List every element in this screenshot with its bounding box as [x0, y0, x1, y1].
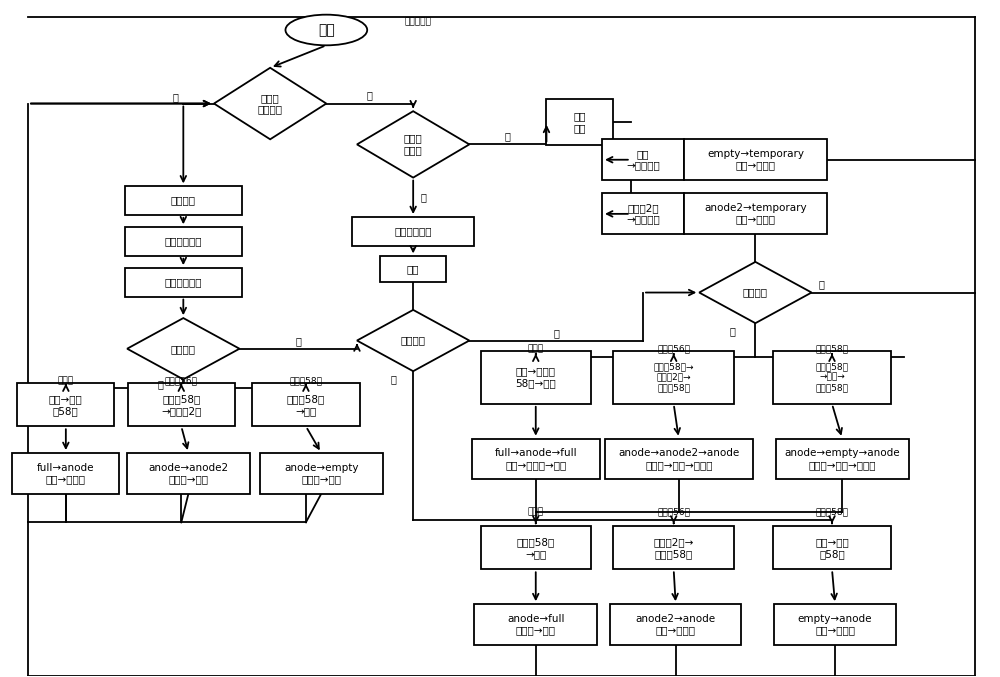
Text: 阳极板56块: 阳极板56块 — [165, 376, 198, 385]
Text: anode→empty
深蓝色→无色: anode→empty 深蓝色→无色 — [284, 462, 358, 484]
Bar — [776, 439, 909, 479]
Text: 阳极板58块
→空槽: 阳极板58块 →空槽 — [287, 394, 325, 416]
Text: 负载类型选择: 负载类型选择 — [165, 278, 202, 287]
Text: 阳极板58块: 阳极板58块 — [289, 376, 322, 385]
Text: 否: 否 — [505, 131, 511, 141]
Text: 否: 否 — [553, 328, 559, 338]
Text: 阳极板58块
→空槽→
阳极板58块: 阳极板58块 →空槽→ 阳极板58块 — [816, 362, 849, 392]
Text: full→anode→full
红色→深蓝色→红色: full→anode→full 红色→深蓝色→红色 — [494, 448, 577, 470]
Text: 人工
校正: 人工 校正 — [573, 111, 586, 133]
Text: empty→temporary
无色→深绿色: empty→temporary 无色→深绿色 — [707, 149, 804, 171]
Text: 阳极板58块
→阳极板2块: 阳极板58块 →阳极板2块 — [161, 394, 201, 416]
Bar — [127, 453, 250, 494]
Text: 只装槽？: 只装槽？ — [401, 336, 426, 345]
Bar — [260, 453, 383, 494]
Text: 否: 否 — [367, 90, 373, 100]
Polygon shape — [214, 68, 326, 139]
Text: empty→anode
无色→深蓝色: empty→anode 无色→深蓝色 — [798, 614, 872, 635]
Text: 阳极板58块
→满槽: 阳极板58块 →满槽 — [517, 537, 555, 559]
Text: 阳极板56块: 阳极板56块 — [657, 344, 690, 353]
Bar — [481, 351, 591, 404]
Text: 阳极板58块→
阳极板2块→
阳极板58块: 阳极板58块→ 阳极板2块→ 阳极板58块 — [653, 362, 694, 392]
Bar — [474, 604, 597, 645]
Text: anode2→temporary
黄色→深绿色: anode2→temporary 黄色→深绿色 — [704, 203, 807, 225]
Text: 只出槽？: 只出槽？ — [171, 344, 196, 353]
Text: 阳极板2块
→临时阴极: 阳极板2块 →临时阴极 — [626, 203, 660, 225]
Bar — [352, 217, 474, 246]
Text: 是: 是 — [172, 93, 178, 102]
Bar — [472, 439, 600, 479]
Text: 电解槽
通电？: 电解槽 通电？ — [404, 133, 423, 155]
Bar — [12, 453, 119, 494]
Bar — [125, 186, 242, 215]
Bar — [252, 383, 360, 427]
Text: 是: 是 — [730, 326, 736, 336]
Text: 是: 是 — [158, 380, 164, 389]
Bar — [125, 227, 242, 256]
Polygon shape — [127, 318, 240, 379]
Text: 是: 是 — [420, 192, 426, 202]
Text: 否: 否 — [295, 336, 301, 347]
Text: 阳极板58块: 阳极板58块 — [816, 344, 849, 353]
Bar — [684, 139, 827, 180]
Text: 行车初始化: 行车初始化 — [405, 18, 432, 26]
Polygon shape — [357, 310, 469, 371]
Bar — [380, 257, 446, 282]
Polygon shape — [699, 262, 812, 323]
Text: 阴极板: 阴极板 — [528, 508, 544, 517]
Text: 满槽→阳极
板58块: 满槽→阳极 板58块 — [49, 394, 83, 416]
Text: 阴极板: 阴极板 — [528, 344, 544, 353]
Bar — [602, 194, 684, 234]
Bar — [602, 139, 684, 180]
Text: 空槽
→临时阴极: 空槽 →临时阴极 — [626, 149, 660, 171]
Text: 阴极板: 阴极板 — [58, 376, 74, 385]
Bar — [773, 527, 891, 569]
Text: 是: 是 — [391, 374, 397, 385]
Text: anode→empty→anode
深蓝色→无色→深蓝色: anode→empty→anode 深蓝色→无色→深蓝色 — [784, 448, 900, 470]
Text: anode→anode2
深蓝色→黄色: anode→anode2 深蓝色→黄色 — [148, 462, 228, 484]
Text: anode→full
深蓝色→红色: anode→full 深蓝色→红色 — [507, 614, 565, 635]
Text: full→anode
红色→深蓝色: full→anode 红色→深蓝色 — [37, 462, 95, 484]
Polygon shape — [357, 111, 469, 177]
Text: 红色: 红色 — [407, 264, 419, 274]
Bar — [546, 99, 613, 145]
Bar — [605, 439, 753, 479]
Bar — [17, 383, 114, 427]
Text: 否: 否 — [819, 280, 825, 289]
Text: 空槽→阳极
板58块: 空槽→阳极 板58块 — [815, 537, 849, 559]
Text: 置为满槽状态: 置为满槽状态 — [394, 226, 432, 236]
Text: anode→anode2→anode
深蓝色→黄色→深蓝色: anode→anode2→anode 深蓝色→黄色→深蓝色 — [618, 448, 739, 470]
Bar — [774, 604, 896, 645]
Text: 槽号选择: 槽号选择 — [171, 196, 196, 206]
Bar — [684, 194, 827, 234]
Bar — [613, 527, 734, 569]
Text: 开始: 开始 — [318, 23, 335, 37]
Text: 正常自
动运行？: 正常自 动运行？ — [258, 93, 283, 114]
Text: 阳极板58块: 阳极板58块 — [816, 508, 849, 517]
Bar — [773, 351, 891, 404]
Bar — [125, 268, 242, 297]
Text: 阳极板56块: 阳极板56块 — [657, 508, 690, 517]
Bar — [481, 527, 591, 569]
Bar — [610, 604, 741, 645]
Text: 作业类型选择: 作业类型选择 — [165, 236, 202, 246]
Ellipse shape — [285, 15, 367, 45]
Text: 阳极板2块→
阳极板58块: 阳极板2块→ 阳极板58块 — [653, 537, 694, 559]
Text: 满槽→阳极板
58块→满槽: 满槽→阳极板 58块→满槽 — [515, 366, 556, 388]
Text: anode2→anode
黄色→深蓝色: anode2→anode 黄色→深蓝色 — [636, 614, 716, 635]
Bar — [613, 351, 734, 404]
Text: 出装槽？: 出装槽？ — [743, 288, 768, 297]
Bar — [128, 383, 235, 427]
